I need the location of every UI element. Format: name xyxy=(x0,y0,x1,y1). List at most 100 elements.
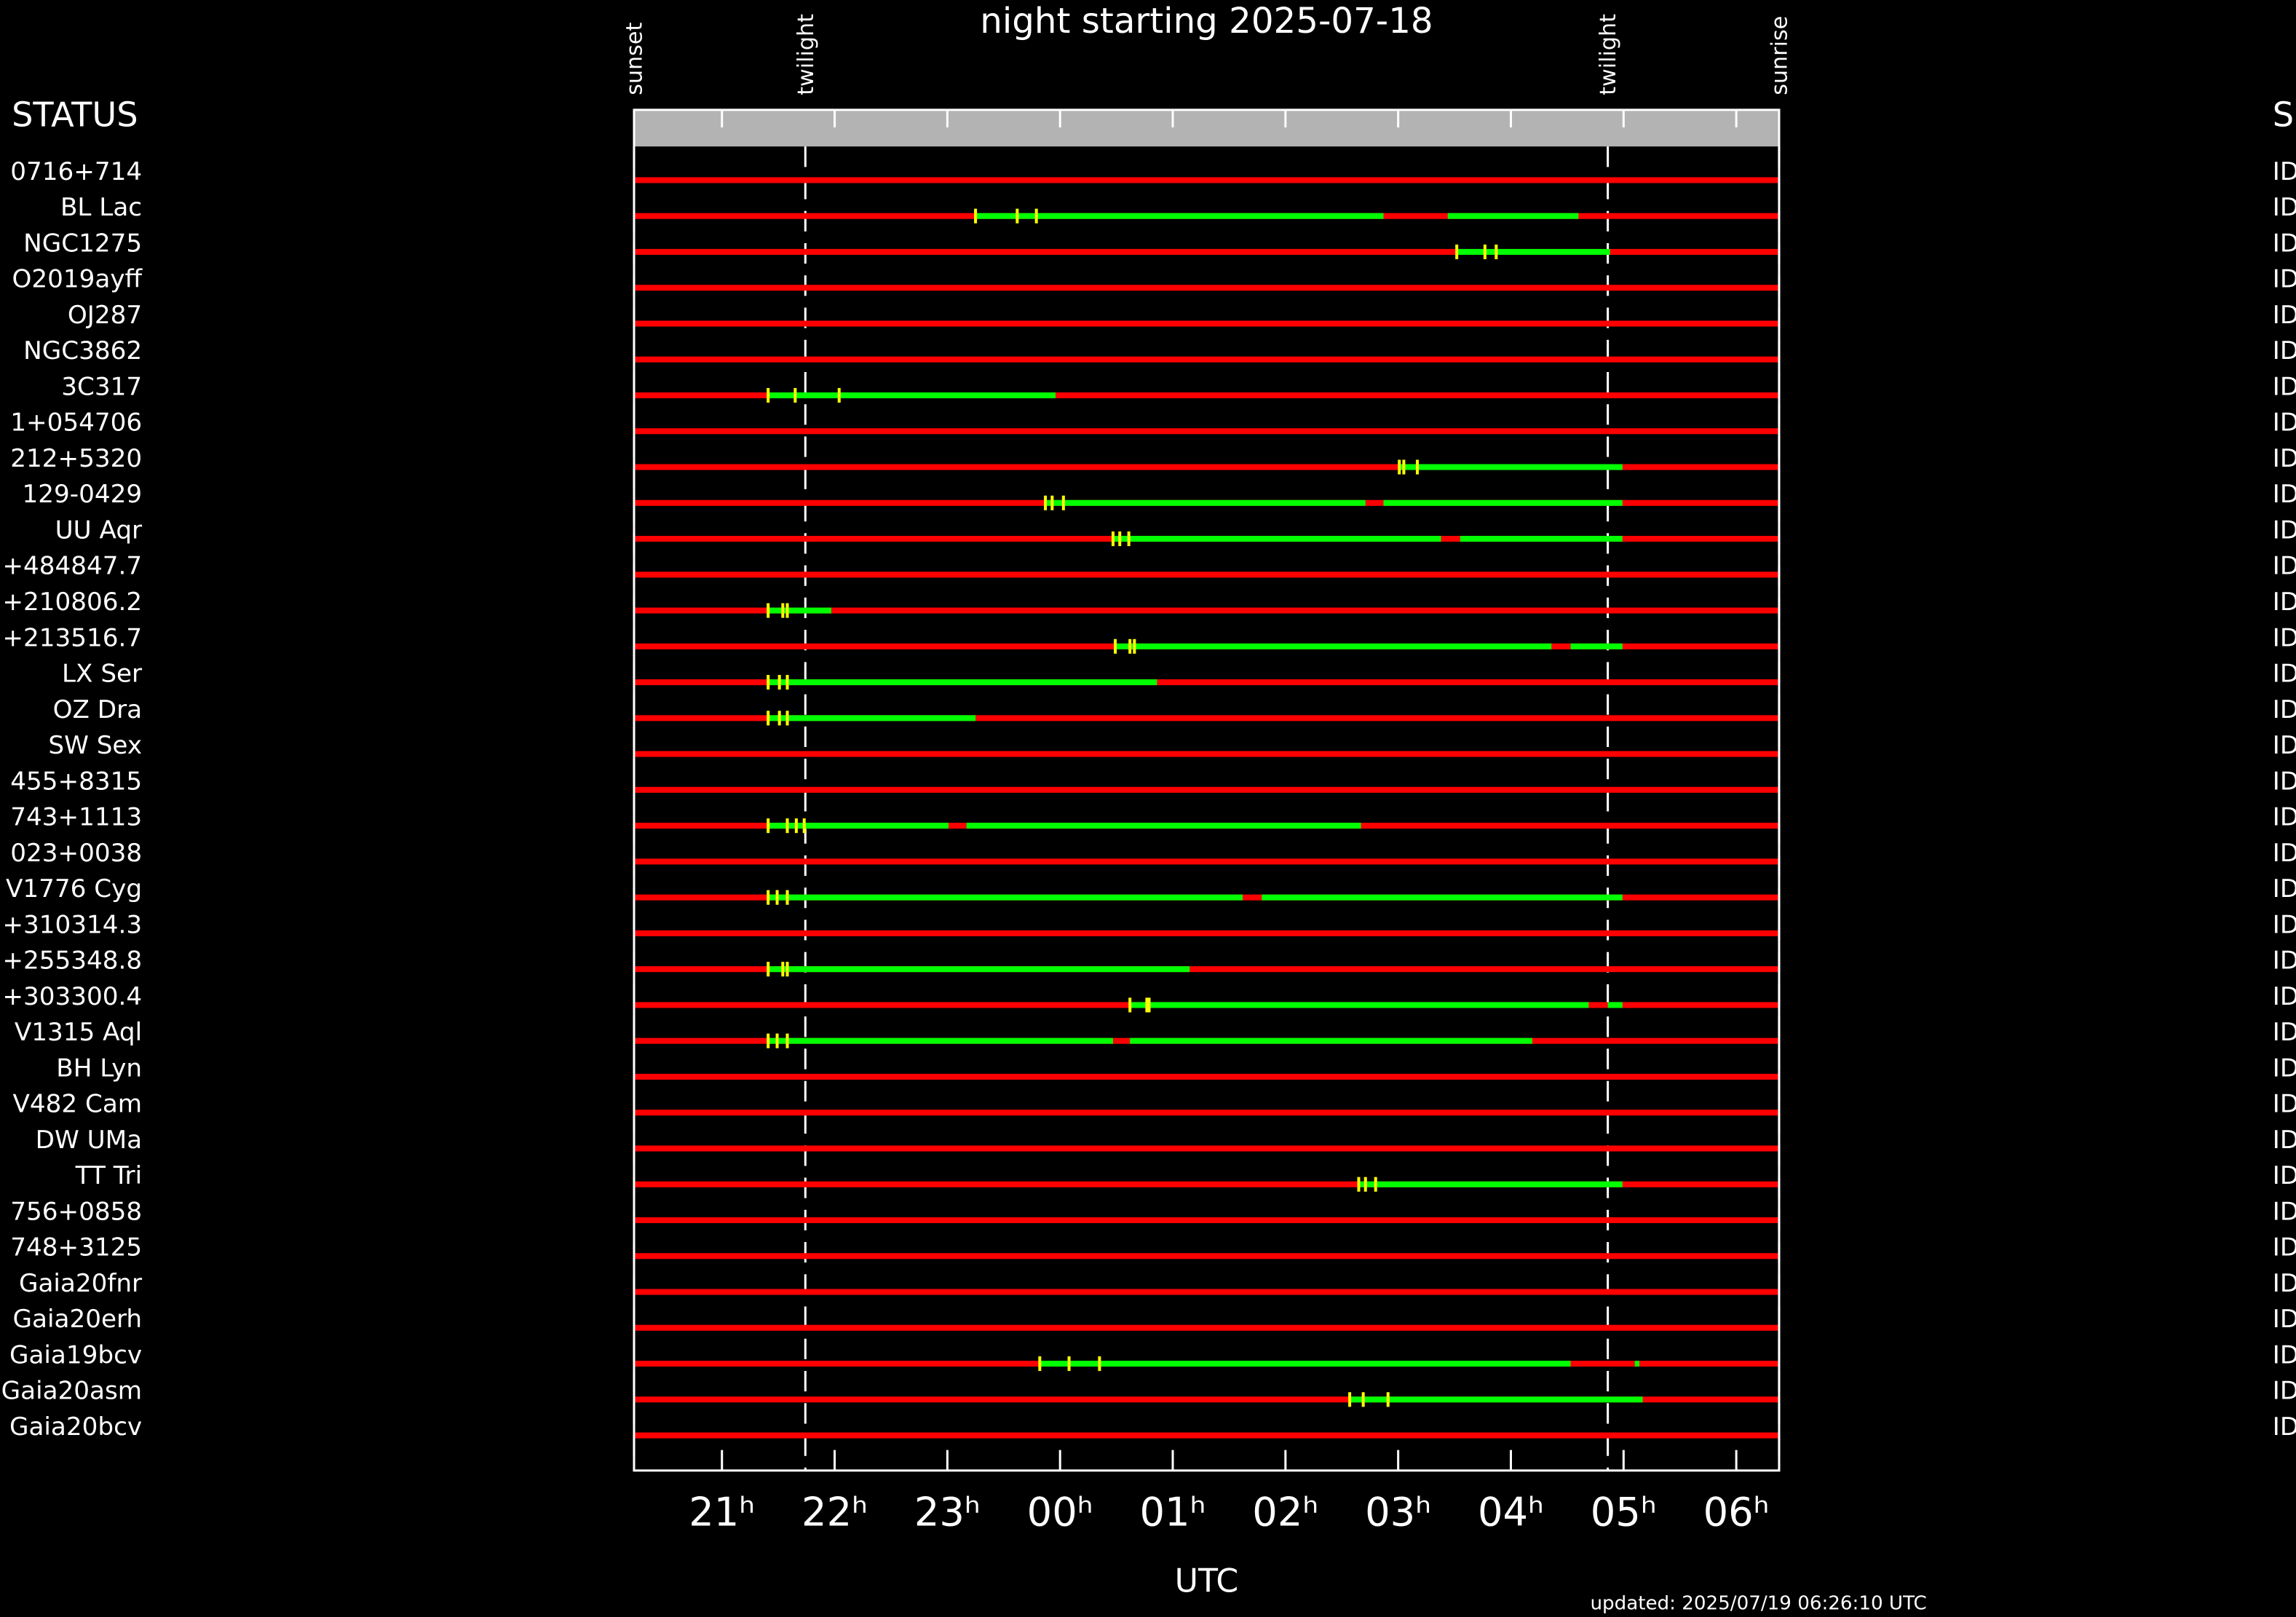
row-status: ID xyxy=(2273,301,2296,330)
row-status: ID xyxy=(2273,1018,2296,1047)
row-label: 756+0858 xyxy=(10,1197,142,1226)
x-tick-label: 06ʰ xyxy=(1703,1489,1770,1535)
row-label: +213516.7 xyxy=(2,623,142,652)
visible-segment xyxy=(768,392,1056,399)
hidden-band xyxy=(633,858,1779,865)
visible-segment xyxy=(1350,1396,1643,1403)
marker xyxy=(1034,208,1038,224)
row-label: +303300.4 xyxy=(2,982,142,1011)
marker xyxy=(767,711,770,726)
marker xyxy=(974,208,978,224)
row-status: ID xyxy=(2273,695,2296,724)
row-label: 023+0038 xyxy=(10,839,142,868)
marker xyxy=(1061,495,1065,510)
row-label: V1776 Cyg xyxy=(6,874,142,904)
marker xyxy=(781,603,785,618)
x-tick-label: 21ʰ xyxy=(689,1489,755,1535)
visible-segment xyxy=(768,679,1157,686)
x-tick-label: 04ʰ xyxy=(1478,1489,1544,1535)
marker xyxy=(1098,1356,1101,1372)
visible-segment xyxy=(1358,1181,1623,1187)
marker xyxy=(1111,531,1115,547)
visible-segment xyxy=(768,1037,1113,1044)
marker xyxy=(1067,1356,1071,1372)
row-status: ID xyxy=(2273,1126,2296,1155)
visible-segment xyxy=(1399,464,1623,470)
row-label: +484847.7 xyxy=(2,552,142,581)
marker xyxy=(1374,1177,1377,1192)
visible-segment xyxy=(1130,1002,1589,1008)
x-tick-label: 22ʰ xyxy=(801,1489,868,1535)
marker xyxy=(777,675,781,690)
hidden-band xyxy=(633,751,1779,757)
plot-frame xyxy=(633,108,1781,1472)
marker xyxy=(767,890,770,905)
row-status: ID xyxy=(2273,1090,2296,1119)
hidden-band xyxy=(633,607,1779,614)
row-label: UU Aqr xyxy=(55,515,143,545)
event-label: sunrise xyxy=(1767,16,1792,95)
marker xyxy=(777,711,781,726)
marker xyxy=(767,1033,770,1048)
chart-title: night starting 2025-07-18 xyxy=(980,1,1433,41)
row-status: ID xyxy=(2273,731,2296,760)
marker xyxy=(1357,1177,1361,1192)
hidden-band xyxy=(633,966,1779,973)
hidden-band xyxy=(633,1396,1779,1403)
marker xyxy=(1361,1392,1365,1407)
marker xyxy=(785,890,789,905)
row-status: ID xyxy=(2273,623,2296,652)
row-status: ID xyxy=(2273,444,2296,473)
row-label: 129-0429 xyxy=(23,480,143,509)
hidden-band xyxy=(633,715,1779,721)
visible-segment xyxy=(1262,894,1623,901)
row-status: ID xyxy=(2273,1161,2296,1190)
x-tick-label: 03ʰ xyxy=(1365,1489,1431,1535)
marker xyxy=(1128,997,1132,1013)
row-status: ID xyxy=(2273,265,2296,294)
row-status: ID xyxy=(2273,1305,2296,1334)
marker xyxy=(785,711,789,726)
row-status: ID xyxy=(2273,803,2296,832)
row-status: ID xyxy=(2273,1412,2296,1442)
marker xyxy=(1118,531,1122,547)
marker xyxy=(1145,997,1149,1013)
visible-segment xyxy=(768,607,831,614)
marker xyxy=(1128,639,1132,654)
row-label: 455+8315 xyxy=(10,767,142,796)
event-label: twilight xyxy=(793,14,819,95)
row-label: Gaia20bcv xyxy=(9,1412,142,1442)
hidden-band xyxy=(633,1289,1779,1295)
hidden-band xyxy=(633,1432,1779,1439)
marker xyxy=(1147,997,1151,1013)
row-label: LX Ser xyxy=(62,660,143,689)
status-header: STATUS xyxy=(12,95,138,134)
x-tick-label: 00ʰ xyxy=(1027,1489,1093,1535)
visible-segment xyxy=(1460,536,1623,542)
row-status: ID xyxy=(2273,372,2296,401)
row-label: Gaia20fnr xyxy=(19,1269,143,1298)
marker xyxy=(785,1033,789,1048)
row-label: 743+1113 xyxy=(10,803,142,832)
hidden-band xyxy=(633,356,1779,363)
row-label: 212+5320 xyxy=(10,444,142,473)
hidden-band xyxy=(633,1073,1779,1080)
row-label: V1315 Aql xyxy=(15,1018,142,1047)
marker xyxy=(1363,1177,1367,1192)
marker xyxy=(767,962,770,977)
row-label: +255348.8 xyxy=(2,946,142,976)
row-status: ID xyxy=(2273,910,2296,939)
visible-segment xyxy=(1130,1037,1532,1044)
row-label: O2019ayff xyxy=(12,265,143,294)
marker xyxy=(1114,639,1117,654)
row-status: ID xyxy=(2273,480,2296,509)
hidden-band xyxy=(633,1324,1779,1331)
hidden-band xyxy=(633,248,1779,255)
hidden-band xyxy=(633,1253,1779,1260)
hidden-band xyxy=(633,786,1779,793)
hidden-band xyxy=(633,572,1779,578)
row-label: TT Tri xyxy=(75,1161,142,1190)
row-label: V482 Cam xyxy=(12,1090,142,1119)
visible-segment xyxy=(1115,643,1552,649)
row-status: ID xyxy=(2273,336,2296,365)
